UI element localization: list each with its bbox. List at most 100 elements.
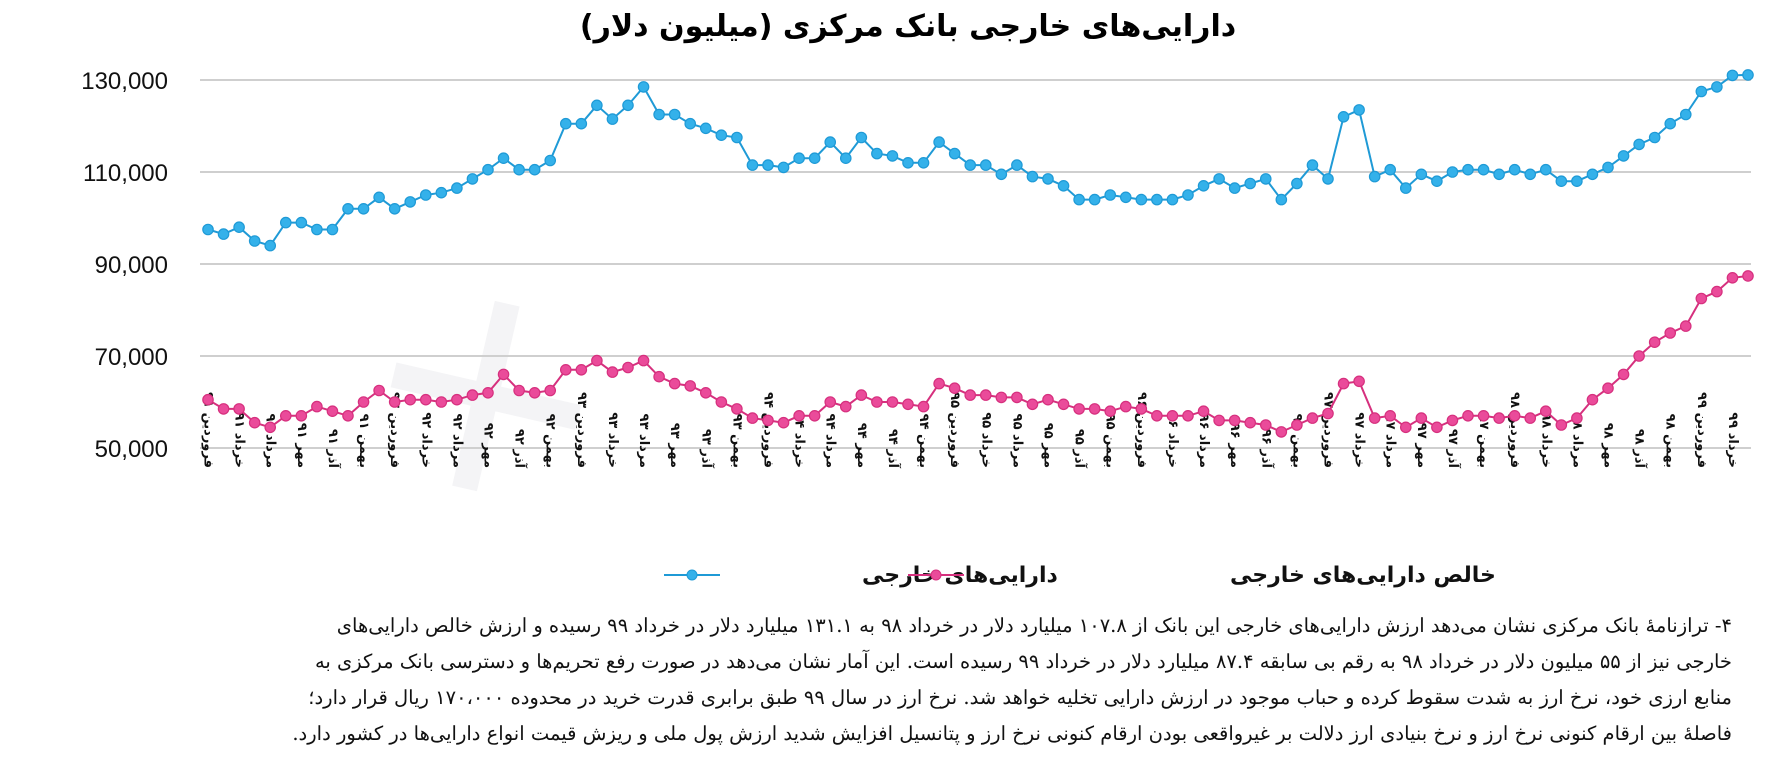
data-point	[637, 354, 650, 367]
data-point	[1291, 177, 1303, 190]
data-point	[1228, 414, 1241, 427]
data-point	[933, 136, 945, 148]
x-tick-label: مهر ۹۸	[1601, 423, 1616, 468]
data-point	[824, 136, 837, 148]
data-point	[1011, 159, 1023, 171]
data-point	[979, 389, 992, 401]
x-tick-label: بهمن ۹۴	[916, 414, 931, 468]
data-point	[1275, 193, 1288, 206]
data-point	[1415, 168, 1428, 181]
x-tick-label: خرداد ۹۶	[1165, 412, 1180, 468]
data-point	[699, 122, 712, 135]
data-point	[917, 157, 930, 169]
data-point	[1073, 403, 1085, 415]
data-point	[902, 398, 914, 411]
series-line	[207, 275, 1749, 433]
x-tick-label: بهمن ۹۱	[356, 414, 371, 468]
data-point	[699, 386, 712, 399]
data-point	[217, 403, 230, 415]
data-point	[1602, 382, 1614, 394]
x-tick-label: آذر ۹۱	[325, 429, 342, 469]
data-point	[311, 400, 323, 413]
data-point	[995, 168, 1008, 181]
data-point	[1726, 271, 1739, 284]
data-point	[1617, 368, 1630, 381]
x-tick-label: آذر ۹۸	[1632, 429, 1649, 469]
data-point	[357, 396, 370, 408]
data-point	[264, 421, 277, 434]
data-point	[1291, 419, 1303, 431]
x-tick-label: آذر ۹۵	[1072, 429, 1089, 469]
data-point	[295, 216, 308, 229]
x-tick-label: مهر ۹۷	[1414, 423, 1429, 468]
data-point	[591, 354, 603, 367]
data-point	[777, 161, 790, 174]
data-point	[793, 152, 805, 164]
data-point	[1586, 168, 1599, 181]
data-point	[1617, 150, 1630, 162]
data-point	[1104, 189, 1117, 201]
data-point	[326, 405, 339, 417]
data-point	[1166, 409, 1179, 422]
x-tick-label: آذر ۹۳	[698, 429, 715, 469]
data-point	[1431, 175, 1443, 187]
data-point	[1026, 398, 1039, 411]
data-point	[917, 400, 930, 413]
data-point	[1571, 412, 1583, 424]
data-point	[1431, 421, 1443, 434]
data-point	[762, 414, 774, 427]
data-point	[606, 366, 619, 378]
data-point	[248, 416, 261, 429]
x-tick-label: فروردین ۹۸	[1507, 392, 1522, 468]
data-point	[746, 412, 759, 424]
data-point	[1228, 182, 1241, 194]
data-point	[1462, 163, 1474, 176]
data-point	[1151, 193, 1163, 206]
data-point	[731, 131, 743, 144]
x-tick-label: خرداد ۹۹	[1725, 412, 1740, 468]
body-paragraph: ۴- ترازنامهٔ بانک مرکزی نشان می‌دهد ارزش…	[100, 608, 1732, 752]
data-point	[808, 409, 821, 422]
data-point	[404, 393, 417, 406]
data-point	[1135, 403, 1148, 415]
data-point	[1088, 193, 1101, 206]
data-point	[1275, 426, 1288, 438]
data-point	[575, 117, 588, 130]
data-point	[1446, 166, 1459, 178]
data-point	[311, 223, 323, 236]
legend-marker	[686, 569, 698, 581]
data-point	[964, 159, 977, 171]
data-point	[482, 386, 494, 399]
data-point	[1088, 403, 1101, 415]
x-tick-label: مهر ۹۴	[854, 423, 869, 468]
data-point	[622, 361, 634, 374]
data-point	[1306, 412, 1319, 424]
data-point	[1633, 350, 1645, 362]
data-point	[1368, 170, 1381, 183]
data-point	[404, 196, 417, 208]
chart-title: دارایی‌های خارجی بانک مرکزی (میلیون دلار…	[580, 9, 1236, 44]
data-point	[715, 129, 728, 141]
data-point	[233, 221, 245, 233]
data-point	[279, 216, 292, 229]
paragraph-line: فاصلهٔ بین ارقام کنونی نرخ ارز و نرخ بنی…	[292, 722, 1732, 745]
data-point	[731, 403, 743, 415]
data-point	[1477, 409, 1490, 422]
data-point	[1679, 320, 1692, 332]
data-point	[622, 99, 634, 112]
data-point	[1353, 104, 1365, 116]
data-point	[513, 384, 525, 397]
data-point	[388, 396, 401, 408]
series-line	[207, 73, 1749, 247]
x-tick-label: فروردین ۹۵	[947, 392, 962, 468]
x-tick-label: فروردین ۹۴	[761, 392, 776, 468]
data-point	[1213, 414, 1225, 427]
data-point	[979, 159, 992, 171]
x-tick-label: خرداد ۹۲	[418, 412, 433, 468]
data-point	[1399, 182, 1412, 194]
data-point	[357, 203, 370, 215]
legend-item: خالص دارایی‌های خارجی	[908, 563, 1496, 588]
data-point	[1197, 405, 1210, 417]
x-tick-label: خرداد ۹۳	[605, 412, 620, 468]
data-point	[948, 147, 961, 160]
